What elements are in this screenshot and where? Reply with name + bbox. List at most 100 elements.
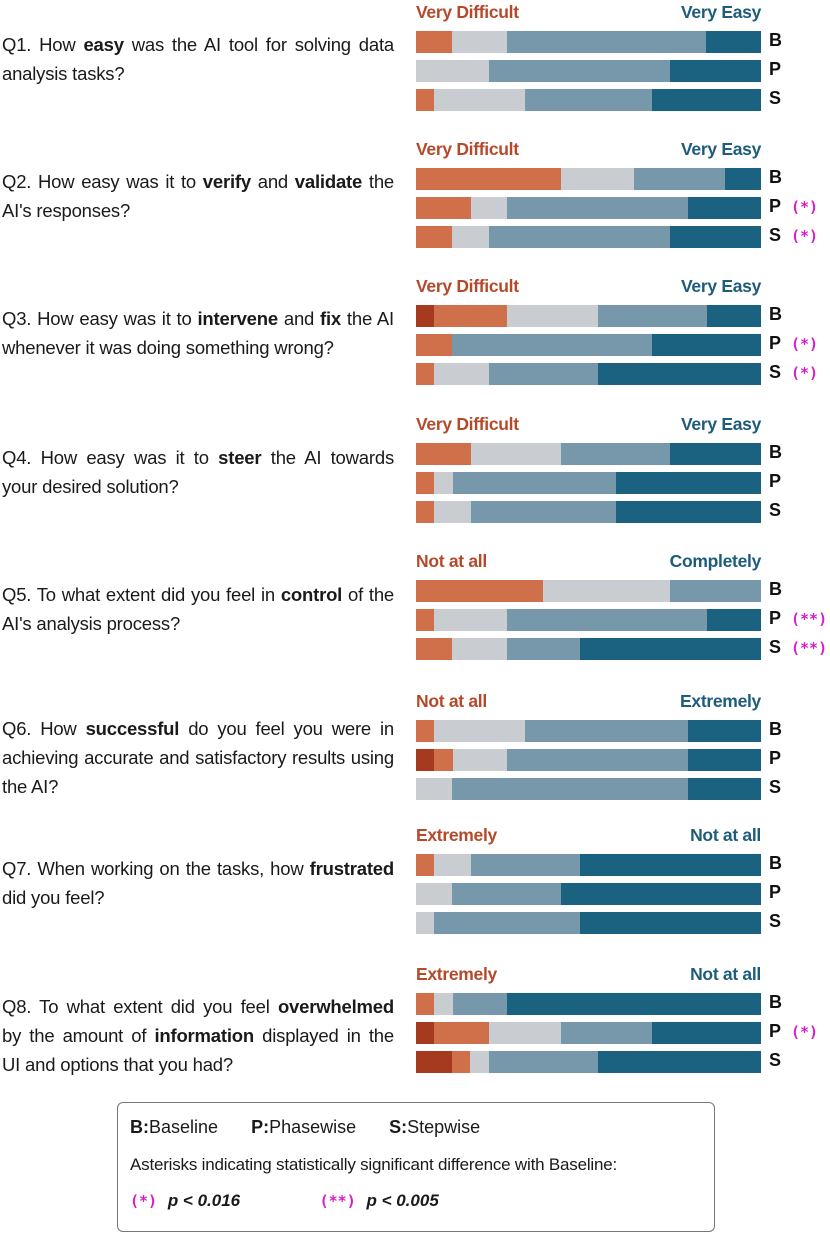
stacked-bar-q3-s bbox=[416, 363, 761, 385]
bar-segment-seg-5 bbox=[597, 363, 761, 385]
scale-right-label: Not at all bbox=[690, 825, 761, 845]
question-text-q7: Q7. When working on the tasks, how frust… bbox=[2, 854, 394, 912]
bar-segment-seg-5 bbox=[688, 720, 761, 742]
bar-segment-seg-3 bbox=[416, 883, 453, 905]
bar-segment-seg-5 bbox=[579, 854, 761, 876]
condition-label: P bbox=[769, 196, 782, 216]
legend-item-stepwise: S:Stepwise bbox=[389, 1117, 480, 1137]
sig-mark-double: (**) bbox=[319, 1192, 356, 1210]
bar-segment-seg-3 bbox=[452, 226, 489, 248]
bar-segment-seg-3 bbox=[434, 89, 526, 111]
bar-segment-seg-5 bbox=[615, 472, 761, 494]
stacked-bar-q2-b bbox=[416, 168, 761, 190]
question-fragment: did you feel? bbox=[2, 887, 105, 908]
question-fragment: Q3. How easy was it to bbox=[2, 308, 198, 329]
bar-segment-seg-2 bbox=[416, 168, 562, 190]
condition-label: S bbox=[769, 637, 782, 657]
scale-endpoints-q4: Very Difficult Very Easy bbox=[416, 414, 761, 435]
scale-left-label: Extremely bbox=[416, 825, 497, 845]
stacked-bar-q3-b bbox=[416, 305, 761, 327]
stacked-bar-q4-b bbox=[416, 443, 761, 465]
bar-segment-seg-2 bbox=[416, 609, 435, 631]
bar-segment-seg-2 bbox=[416, 638, 453, 660]
bar-segment-seg-2 bbox=[416, 720, 435, 742]
question-text-q1: Q1. How easy was the AI tool for solving… bbox=[2, 30, 394, 88]
stacked-bar-q7-p bbox=[416, 883, 761, 905]
scale-left-label: Not at all bbox=[416, 551, 487, 571]
question-fragment: and bbox=[277, 308, 321, 329]
bar-segment-seg-2 bbox=[416, 580, 544, 602]
stacked-bar-q1-s bbox=[416, 89, 761, 111]
significance-marker: (*) bbox=[791, 364, 819, 382]
stacked-bar-q8-s bbox=[416, 1051, 761, 1073]
scale-right-label: Very Easy bbox=[680, 414, 761, 434]
bar-segment-seg-3 bbox=[434, 993, 453, 1015]
question-fragment: Q6. How bbox=[2, 718, 86, 739]
significance-marker: (*) bbox=[791, 227, 819, 245]
bar-segment-seg-4 bbox=[488, 226, 671, 248]
stacked-bar-q5-b bbox=[416, 580, 761, 602]
stacked-bar-q6-b bbox=[416, 720, 761, 742]
bar-segment-seg-1 bbox=[416, 749, 435, 771]
question-fragment: Q4. How easy was it to bbox=[2, 447, 219, 468]
bar-segment-seg-1 bbox=[416, 1022, 435, 1044]
bar-segment-seg-2 bbox=[434, 305, 507, 327]
stacked-bar-q1-p bbox=[416, 60, 761, 82]
stacked-bar-q5-s bbox=[416, 638, 761, 660]
bar-segment-seg-4 bbox=[470, 854, 580, 876]
bar-segment-seg-4 bbox=[561, 443, 671, 465]
bar-segment-seg-3 bbox=[434, 609, 507, 631]
bar-segment-seg-3 bbox=[452, 749, 507, 771]
scale-endpoints-q3: Very Difficult Very Easy bbox=[416, 276, 761, 297]
question-fragment: Q8. To what extent did you feel bbox=[2, 996, 278, 1017]
scale-left-label: Very Difficult bbox=[416, 414, 519, 434]
stacked-bar-q2-p bbox=[416, 197, 761, 219]
question-text-q3: Q3. How easy was it to intervene and fix… bbox=[2, 304, 394, 362]
scale-right-label: Extremely bbox=[680, 691, 761, 711]
bar-segment-seg-2 bbox=[434, 1022, 489, 1044]
bar-segment-seg-4 bbox=[434, 912, 580, 934]
legend-key: S: bbox=[389, 1117, 408, 1137]
bar-segment-seg-4 bbox=[452, 778, 689, 800]
bar-segment-seg-4 bbox=[561, 1022, 653, 1044]
condition-label: B bbox=[769, 719, 782, 739]
bar-segment-seg-2 bbox=[416, 854, 435, 876]
bar-segment-seg-3 bbox=[434, 501, 471, 523]
bar-segment-seg-5 bbox=[506, 993, 761, 1015]
bar-segment-seg-2 bbox=[452, 1051, 471, 1073]
legend-label: Phasewise bbox=[269, 1117, 357, 1137]
sig-p-single: p < 0.016 bbox=[167, 1191, 241, 1210]
bar-segment-seg-3 bbox=[434, 720, 525, 742]
question-keyword: information bbox=[154, 1025, 254, 1046]
scale-right-label: Very Easy bbox=[680, 139, 761, 159]
legend-conditions: B:Baseline P:Phasewise S:Stepwise bbox=[130, 1117, 508, 1138]
bar-segment-seg-3 bbox=[543, 580, 671, 602]
question-fragment: Q5. To what extent did you feel in bbox=[2, 584, 281, 605]
condition-label: P bbox=[769, 59, 782, 79]
bar-segment-seg-4 bbox=[488, 363, 598, 385]
question-keyword: control bbox=[280, 584, 343, 605]
scale-left-label: Extremely bbox=[416, 964, 497, 984]
scale-endpoints-q2: Very Difficult Very Easy bbox=[416, 139, 761, 160]
bar-segment-seg-4 bbox=[452, 883, 562, 905]
stacked-bar-q3-p bbox=[416, 334, 761, 356]
bar-segment-seg-4 bbox=[597, 305, 707, 327]
question-text-q6: Q6. How successful do you feel you were … bbox=[2, 714, 394, 801]
question-text-q5: Q5. To what extent did you feel in contr… bbox=[2, 580, 394, 638]
bar-segment-seg-4 bbox=[634, 168, 725, 190]
significance-marker: (*) bbox=[791, 1023, 819, 1041]
condition-label: B bbox=[769, 853, 782, 873]
condition-label: B bbox=[769, 167, 782, 187]
bar-segment-seg-3 bbox=[561, 168, 635, 190]
legend-box: B:Baseline P:Phasewise S:Stepwise Asteri… bbox=[117, 1102, 715, 1232]
scale-endpoints-q5: Not at all Completely bbox=[416, 551, 761, 572]
condition-label: B bbox=[769, 992, 782, 1012]
stacked-bar-q2-s bbox=[416, 226, 761, 248]
condition-label: B bbox=[769, 579, 782, 599]
question-text-q8: Q8. To what extent did you feel overwhel… bbox=[2, 992, 394, 1079]
bar-segment-seg-5 bbox=[651, 334, 761, 356]
scale-right-label: Not at all bbox=[690, 964, 761, 984]
condition-label: S bbox=[769, 777, 782, 797]
bar-segment-seg-5 bbox=[652, 1022, 761, 1044]
significance-marker: (**) bbox=[791, 639, 828, 657]
